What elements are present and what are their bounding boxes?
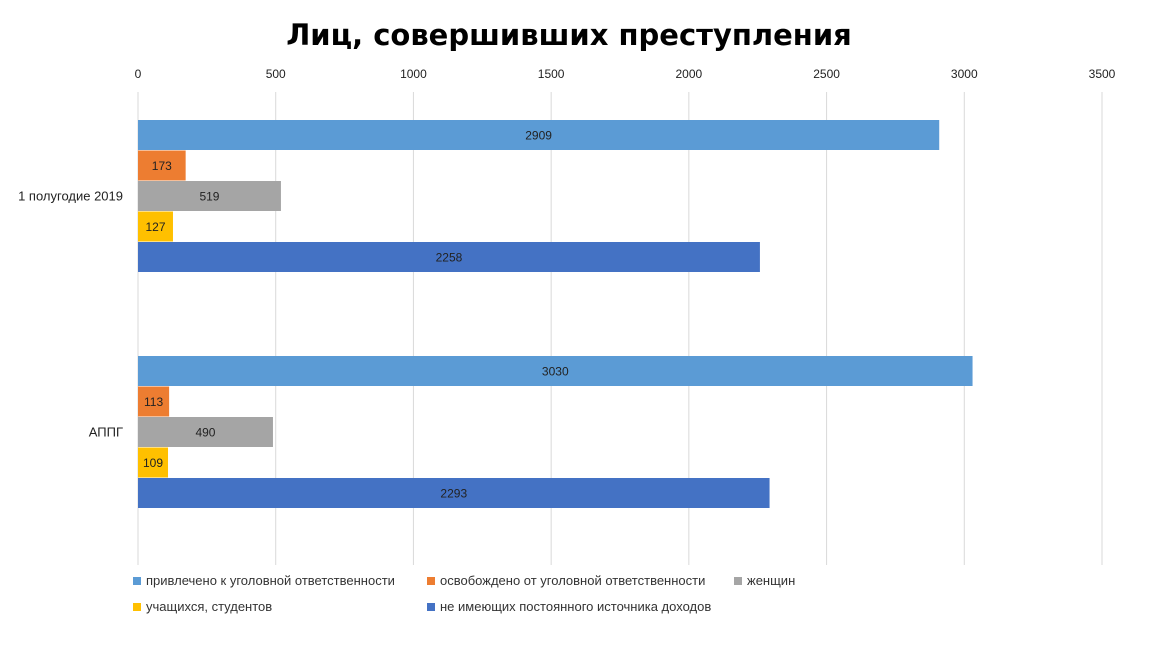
category-label: 1 полугодие 2019 [18, 188, 123, 203]
bar [138, 356, 973, 386]
legend-swatch [734, 576, 742, 585]
data-label: 3030 [542, 365, 569, 379]
x-tick-label: 500 [266, 67, 286, 81]
legend-item: привлечено к уголовной ответственности [133, 573, 395, 588]
legend-item: освобождено от уголовной ответственности [427, 573, 705, 588]
legend-label: привлечено к уголовной ответственности [146, 573, 395, 588]
legend-swatch [427, 576, 435, 585]
x-tick-label: 2500 [813, 67, 840, 81]
bar [138, 386, 170, 417]
data-label: 173 [152, 159, 172, 173]
bar [138, 242, 760, 272]
legend-label: женщин [747, 573, 796, 588]
legend-swatch [133, 602, 141, 611]
legend-item: учащихся, студентов [133, 599, 272, 614]
data-label: 109 [143, 456, 163, 470]
legend-swatch [427, 602, 435, 611]
bar [138, 120, 940, 150]
x-tick-label: 3500 [1089, 67, 1116, 81]
x-tick-label: 3000 [951, 67, 978, 81]
bar [138, 478, 770, 508]
data-label: 2258 [436, 251, 463, 265]
data-label: 2909 [525, 129, 552, 143]
bar [138, 150, 186, 181]
data-label: 490 [195, 426, 215, 440]
chart-title: Лиц, совершивших преступления [286, 18, 852, 52]
x-tick-label: 0 [135, 67, 142, 81]
x-tick-label: 2000 [676, 67, 703, 81]
bar-chart: 0 500 1000 1500 2000 2500 3000 3500 2909 173 519 12… [18, 67, 1116, 565]
bar [138, 211, 173, 242]
legend-label: освобождено от уголовной ответственности [440, 573, 706, 588]
legend-label: не имеющих постоянного источника доходов [440, 599, 712, 614]
category-label: АППГ [89, 424, 123, 439]
data-label: 127 [145, 220, 165, 234]
data-label: 113 [144, 395, 163, 409]
x-tick-label: 1000 [400, 67, 427, 81]
bar [138, 181, 281, 211]
data-label: 2293 [440, 487, 467, 501]
legend-label: учащихся, студентов [146, 599, 273, 614]
legend-item: женщин [734, 573, 795, 588]
bar [138, 417, 273, 447]
legend-item: не имеющих постоянного источника доходов [427, 599, 711, 614]
legend-swatch [133, 576, 141, 585]
data-label: 519 [199, 190, 219, 204]
x-tick-label: 1500 [538, 67, 565, 81]
bar [138, 447, 169, 478]
